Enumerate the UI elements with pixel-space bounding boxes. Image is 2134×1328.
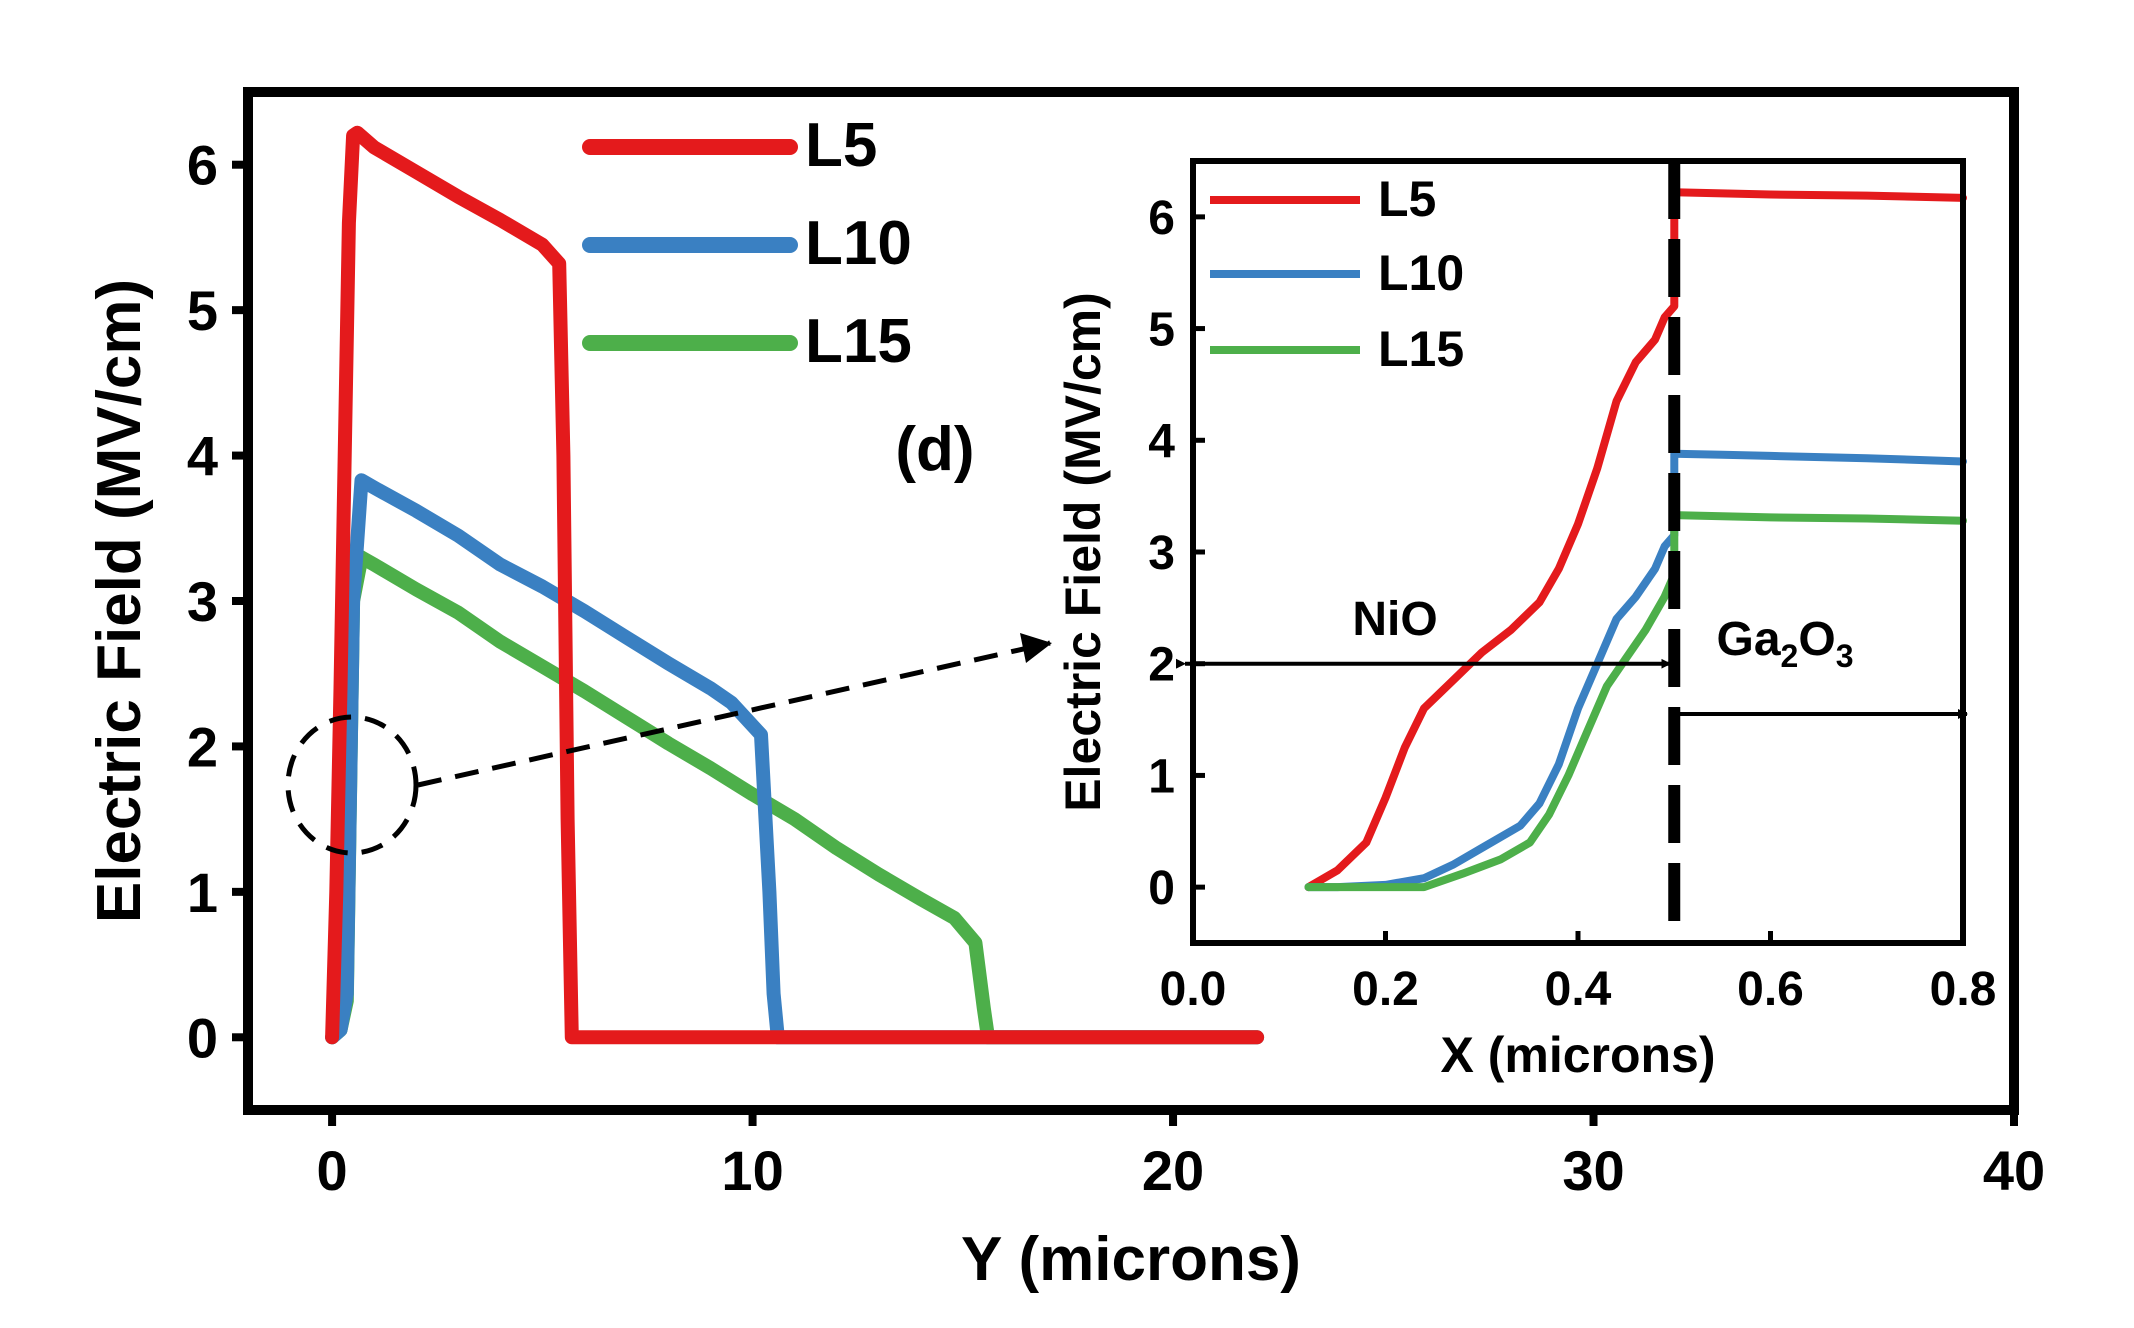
inset-plot: 0.0 0.2 0.4 0.6 0.8 0 1 2 3 4 5 6 X (microns) Elect… xyxy=(1055,158,1996,1083)
main-x-tick-label: 10 xyxy=(721,1139,783,1202)
inset-background xyxy=(1190,158,1963,943)
main-y-tick-label: 4 xyxy=(187,425,218,488)
main-y-tick-label: 0 xyxy=(187,1006,218,1069)
inset-y-tick-label: 3 xyxy=(1148,527,1175,580)
legend-label-l5: L5 xyxy=(805,111,877,180)
inset-x-axis-label: X (microns) xyxy=(1440,1027,1715,1083)
inset-legend: L5 L10 L15 xyxy=(1210,171,1464,377)
main-y-tick-label: 6 xyxy=(187,134,218,197)
inset-y-tick-label: 5 xyxy=(1148,304,1175,357)
zoom-ellipse xyxy=(285,714,419,856)
inset-x-tick-label: 0.8 xyxy=(1930,963,1997,1016)
zoom-arrow-head xyxy=(1020,633,1052,663)
inset-legend-label-l5: L5 xyxy=(1378,171,1436,227)
main-x-tick-label: 40 xyxy=(1983,1139,2045,1202)
inset-legend-label-l10: L10 xyxy=(1378,245,1464,301)
main-y-axis-label: Electric Field (MV/cm) xyxy=(85,279,154,923)
inset-y-tick-label: 2 xyxy=(1148,639,1175,692)
legend-label-l15: L15 xyxy=(805,307,912,376)
inset-y-axis-label: Electric Field (MV/cm) xyxy=(1055,292,1111,812)
main-series-l5 xyxy=(325,125,1265,1045)
main-y-tick-label: 3 xyxy=(187,570,218,633)
main-series-l10 xyxy=(325,473,1265,1045)
ga2o3-sub-3: 3 xyxy=(1836,638,1854,674)
zoom-arrow xyxy=(417,640,1051,788)
ga2o3-region-label: Ga2O3 xyxy=(1717,613,1854,674)
ga2o3-o: O xyxy=(1798,613,1835,666)
nio-region-label: NiO xyxy=(1352,593,1437,646)
inset-axis-ticks: 0.0 0.2 0.4 0.6 0.8 0 1 2 3 4 5 6 xyxy=(1148,192,1996,1016)
main-x-tick-label: 30 xyxy=(1562,1139,1624,1202)
main-y-tick-label: 1 xyxy=(187,861,218,924)
panel-label: (d) xyxy=(895,415,974,484)
inset-legend-label-l15: L15 xyxy=(1378,321,1464,377)
main-x-tick-label: 0 xyxy=(317,1139,348,1202)
inset-x-tick-label: 0.2 xyxy=(1352,963,1419,1016)
legend-label-l10: L10 xyxy=(805,209,912,278)
main-legend: L5 L10 L15 xyxy=(582,111,912,376)
inset-series-l5 xyxy=(1304,188,1967,892)
ga2o3-ga: Ga xyxy=(1717,613,1781,666)
inset-y-tick-label: 4 xyxy=(1148,415,1175,468)
main-y-tick-label: 2 xyxy=(187,715,218,778)
main-x-tick-label: 20 xyxy=(1142,1139,1204,1202)
inset-x-tick-label: 0.4 xyxy=(1545,963,1612,1016)
inset-y-tick-label: 0 xyxy=(1148,862,1175,915)
ga2o3-sub-2: 2 xyxy=(1781,638,1799,674)
inset-x-tick-label: 0.0 xyxy=(1160,963,1227,1016)
inset-y-tick-label: 6 xyxy=(1148,192,1175,245)
main-series-l15 xyxy=(325,550,1265,1045)
inset-y-tick-label: 1 xyxy=(1148,750,1175,803)
inset-x-tick-label: 0.6 xyxy=(1737,963,1804,1016)
inset-series-l15 xyxy=(1304,511,1967,892)
main-y-tick-label: 5 xyxy=(187,279,218,342)
main-x-axis-label: Y (microns) xyxy=(961,1225,1301,1294)
main-series-layer xyxy=(325,125,1265,1045)
